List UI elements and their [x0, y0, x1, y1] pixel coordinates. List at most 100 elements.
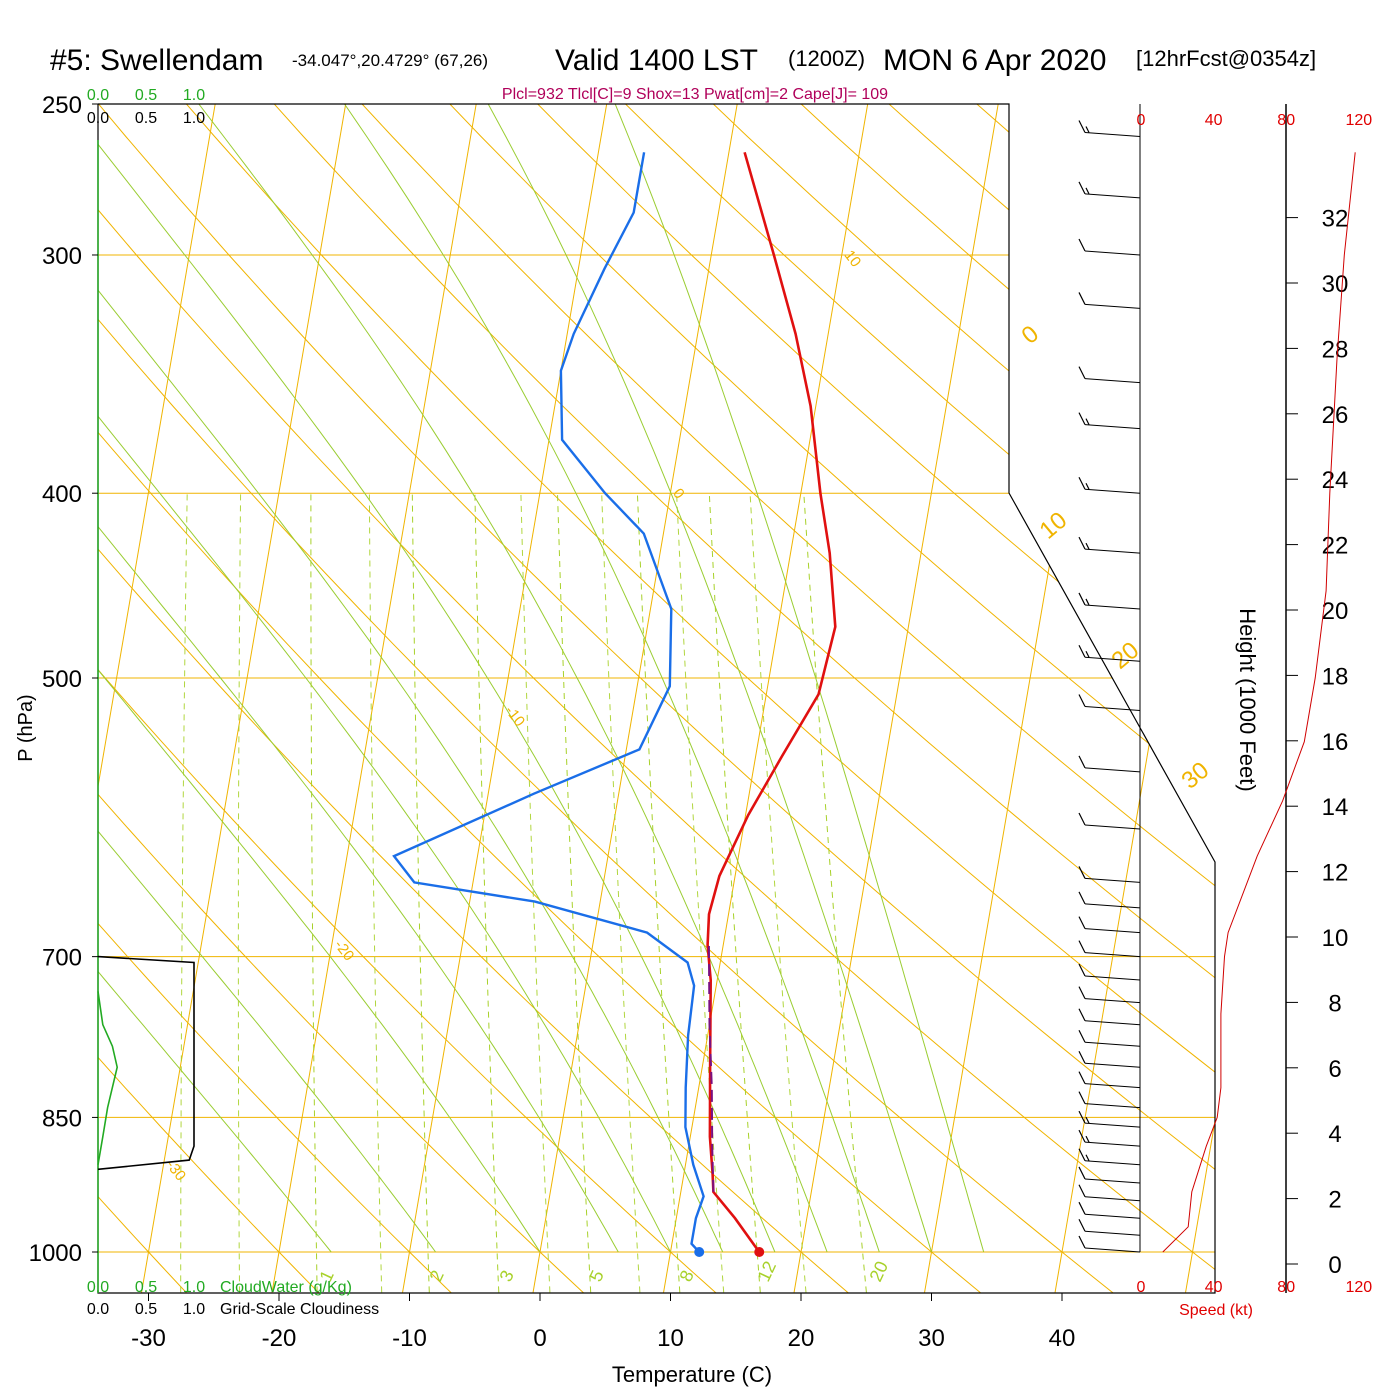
barb-feather — [1078, 755, 1086, 769]
barb-shaft — [1084, 193, 1141, 199]
y-tick-label: 850 — [42, 1105, 82, 1132]
dry-adiabat — [330, 104, 1215, 1293]
barb-shaft — [1084, 604, 1141, 610]
cloudiness-label: Grid-Scale Cloudiness — [220, 1301, 379, 1318]
barb-feather — [1078, 986, 1086, 999]
wind-barb — [1078, 645, 1141, 662]
dry-adiabat — [1198, 104, 1215, 1293]
barb-feather — [1078, 292, 1086, 305]
speed-tick-bottom: 120 — [1345, 1279, 1372, 1296]
barb-feather — [1078, 1235, 1086, 1249]
x-tick-label: 30 — [918, 1325, 945, 1352]
dry-adiabat — [1286, 70, 1400, 1331]
height-tick-label: 0 — [1328, 1252, 1341, 1279]
wind-barb — [1078, 755, 1141, 773]
barb-feather — [1078, 181, 1086, 195]
cloud-water-scale-bottom: 1.0 — [183, 1279, 205, 1296]
barb-half-feather — [1085, 482, 1090, 490]
moist-adiabat — [98, 104, 619, 1253]
wind-barb — [1078, 1166, 1141, 1184]
mixing-ratio-line — [708, 493, 761, 1293]
cloudiness-scale-bottom: 0.5 — [135, 1301, 157, 1318]
barb-shaft — [1084, 952, 1141, 958]
wind-barb — [1078, 1184, 1141, 1202]
barb-feather — [1078, 1050, 1086, 1064]
wind-barb — [1078, 986, 1141, 1004]
isotherm-line — [532, 104, 744, 1293]
theta-label: 10 — [1035, 507, 1073, 545]
barb-shaft — [1084, 824, 1141, 830]
wind-barb — [1078, 812, 1141, 830]
isotherm-line — [402, 104, 613, 1293]
wind-barb — [1078, 1219, 1141, 1236]
barb-shaft — [1084, 1178, 1141, 1184]
wind-barb — [1078, 1110, 1141, 1128]
height-tick-label: 28 — [1322, 336, 1349, 363]
barb-shaft — [1084, 1062, 1141, 1068]
dry-adiabat — [98, 104, 760, 1293]
wind-barb — [1078, 1071, 1141, 1089]
wind-barb — [1078, 1235, 1141, 1253]
wind-barb — [1078, 694, 1141, 711]
wind-barb — [1078, 592, 1141, 610]
height-tick-label: 6 — [1328, 1056, 1341, 1083]
mixing-ratio-line — [803, 493, 867, 1293]
barb-feather — [1078, 412, 1086, 425]
height-tick-label: 16 — [1322, 729, 1349, 756]
barb-half-feather — [1085, 1116, 1090, 1124]
barb-shaft — [1084, 903, 1141, 909]
mixing-ratio-label: 8 — [675, 1267, 697, 1285]
mixing-ratio-label: 5 — [585, 1267, 607, 1285]
plot-frame — [97, 103, 1216, 1294]
wind-barb — [1078, 1008, 1141, 1026]
wind-barb — [1078, 916, 1141, 934]
x-tick-label: 10 — [657, 1325, 684, 1352]
cloud-water-scale-bottom: 0.5 — [135, 1279, 157, 1296]
height-tick-label: 18 — [1322, 663, 1349, 690]
mixing-ratio-line — [368, 493, 383, 1293]
wind-barb — [1078, 412, 1141, 430]
height-tick-label: 14 — [1322, 794, 1349, 821]
barb-half-feather — [1085, 126, 1090, 133]
barb-shaft — [1084, 1141, 1141, 1147]
theta-label: 0 — [1017, 320, 1045, 349]
barb-feather — [1078, 120, 1086, 133]
cloudiness-scale-top: 0.5 — [135, 110, 157, 127]
mixing-ratio-line — [676, 493, 725, 1293]
speed-tick-top: 0 — [1137, 112, 1146, 129]
isotherm-line — [924, 104, 1135, 1293]
moist-adiabat — [98, 104, 724, 1253]
x-tick-label: 20 — [788, 1325, 815, 1352]
wind-speed-line — [1162, 152, 1356, 1253]
cloud-water-label: CloudWater (g/Kg) — [220, 1279, 352, 1296]
moist-adiabat — [98, 104, 776, 1253]
barb-half-feather — [1085, 651, 1090, 658]
barb-feather — [1078, 1091, 1086, 1104]
barb-shaft — [1084, 975, 1141, 981]
cloud-water-scale-top: 1.0 — [183, 87, 205, 104]
cloudiness-scale-bottom: 1.0 — [183, 1301, 205, 1318]
height-tick-label: 30 — [1322, 271, 1349, 298]
dry-adiabat — [98, 104, 1215, 1293]
mixing-ratio-line — [520, 493, 551, 1293]
wind-barb — [1078, 1201, 1141, 1219]
barb-feather — [1078, 1029, 1086, 1043]
height-axis-label: Height (1000 Feet) — [1235, 608, 1260, 791]
dry-adiabat — [677, 104, 1215, 1293]
utc-time: (1200Z) — [788, 46, 865, 71]
wind-barb — [1078, 891, 1141, 909]
mixing-ratio-label: 3 — [495, 1267, 517, 1285]
barb-feather — [1078, 1184, 1086, 1198]
dry-adiabat — [98, 104, 357, 1293]
wind-barb — [1078, 238, 1141, 256]
moist-adiabat — [198, 104, 828, 1253]
moist-adiabat — [98, 104, 332, 1253]
speed-tick-top: 120 — [1345, 112, 1372, 129]
cloud-water-scale-bottom: 0.0 — [87, 1279, 109, 1296]
isotherm-label: 10 — [841, 247, 865, 271]
y-tick-label: 700 — [42, 945, 82, 972]
speed-tick-top: 80 — [1277, 112, 1295, 129]
barb-shaft — [1084, 303, 1141, 309]
barb-feather — [1078, 366, 1086, 379]
